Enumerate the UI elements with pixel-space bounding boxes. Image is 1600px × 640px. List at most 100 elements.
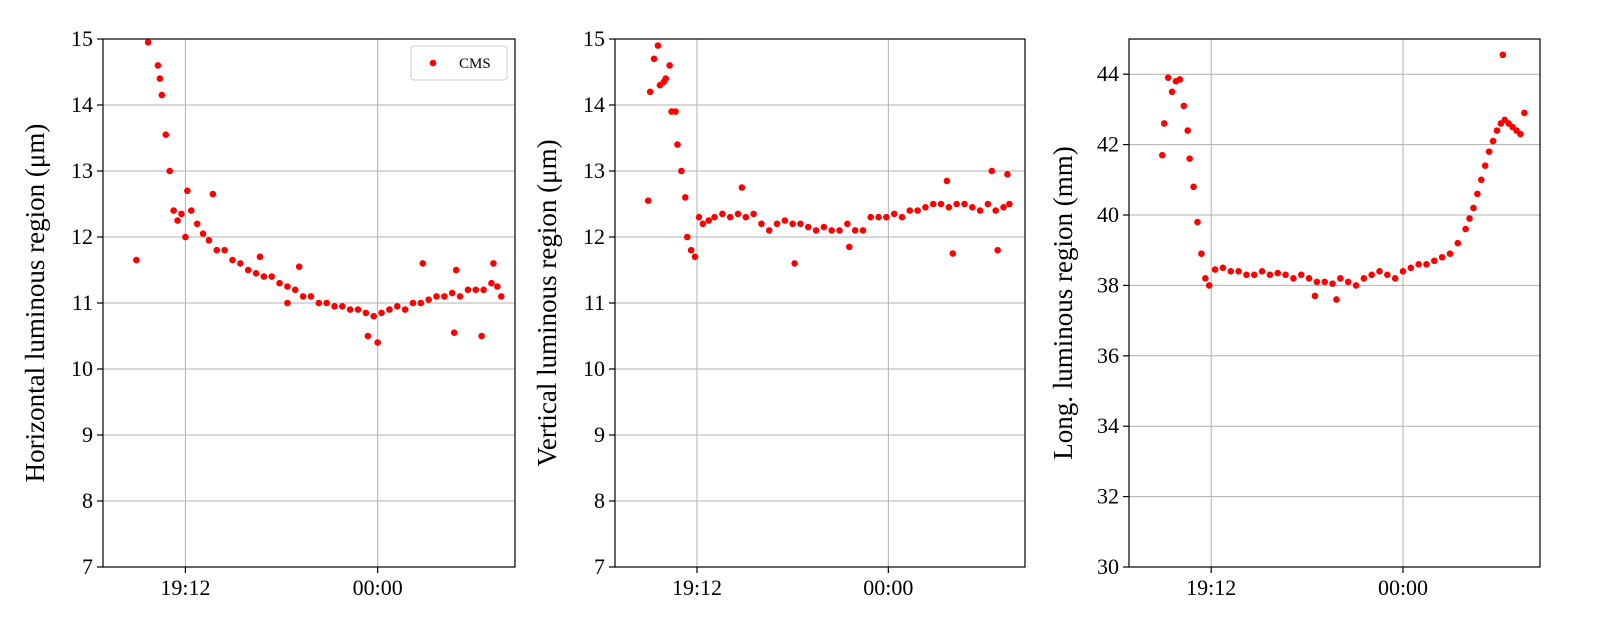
data-point bbox=[781, 217, 789, 224]
y-tick-label: 15 bbox=[583, 26, 605, 51]
data-point bbox=[1481, 162, 1489, 170]
y-tick-label: 12 bbox=[71, 224, 93, 249]
data-point bbox=[1329, 280, 1336, 287]
y-tick-label: 14 bbox=[71, 92, 93, 117]
data-point bbox=[1321, 278, 1329, 286]
data-point bbox=[425, 296, 432, 304]
data-point bbox=[1474, 190, 1481, 198]
y-tick-label: 10 bbox=[71, 356, 93, 381]
y-axis-label: Long. luminous region (mm) bbox=[1048, 146, 1078, 459]
data-point bbox=[1493, 127, 1501, 134]
data-point bbox=[961, 200, 968, 208]
data-point bbox=[1258, 268, 1266, 275]
data-point bbox=[472, 286, 480, 294]
data-point bbox=[976, 207, 984, 214]
data-point bbox=[260, 273, 268, 280]
data-point bbox=[1168, 88, 1176, 96]
data-point bbox=[199, 230, 207, 237]
y-tick-label: 11 bbox=[584, 290, 605, 315]
data-point bbox=[1202, 275, 1209, 282]
data-point bbox=[362, 309, 370, 317]
data-point bbox=[1431, 257, 1438, 265]
data-point bbox=[812, 227, 820, 234]
y-tick-label: 7 bbox=[594, 554, 605, 579]
data-point bbox=[299, 293, 307, 300]
data-point bbox=[1489, 137, 1497, 145]
data-point bbox=[929, 200, 937, 208]
data-point bbox=[699, 220, 707, 228]
data-point bbox=[650, 55, 658, 63]
data-point bbox=[174, 217, 181, 224]
data-point bbox=[284, 283, 291, 290]
data-point bbox=[307, 293, 315, 300]
data-point bbox=[945, 204, 953, 211]
data-point bbox=[456, 293, 464, 300]
y-tick-label: 13 bbox=[71, 158, 93, 183]
plot-frame bbox=[102, 38, 516, 568]
data-point bbox=[276, 279, 283, 287]
data-point bbox=[158, 91, 166, 99]
data-point bbox=[237, 260, 244, 267]
panel-horizontal-luminous-region: 7 8 9 10 11 12 13 14 15 19:12 00:00 Horizontal lumi… bbox=[20, 26, 516, 600]
x-tick-label: 19:12 bbox=[1186, 575, 1236, 600]
data-point bbox=[1466, 215, 1473, 222]
data-point bbox=[867, 213, 875, 221]
data-point bbox=[284, 299, 291, 307]
data-point bbox=[672, 108, 679, 115]
data-point bbox=[1384, 271, 1391, 279]
data-point bbox=[937, 200, 945, 208]
data-point bbox=[789, 220, 796, 228]
data-point bbox=[156, 75, 164, 82]
data-point bbox=[162, 131, 170, 138]
data-point bbox=[182, 233, 189, 241]
y-tick-label: 8 bbox=[594, 488, 605, 513]
y-tick-label: 38 bbox=[1097, 272, 1119, 297]
data-point bbox=[1290, 275, 1297, 282]
data-point bbox=[758, 220, 765, 228]
data-point bbox=[1470, 204, 1477, 212]
data-point bbox=[354, 306, 362, 313]
data-point bbox=[988, 167, 996, 175]
y-tick-label: 7 bbox=[82, 554, 93, 579]
data-point bbox=[914, 207, 921, 214]
data-point bbox=[419, 260, 427, 267]
data-point bbox=[791, 260, 798, 267]
y-tick-label: 34 bbox=[1097, 413, 1119, 438]
data-point bbox=[1446, 250, 1454, 258]
x-tick-label: 00:00 bbox=[863, 575, 913, 600]
data-point bbox=[187, 207, 195, 214]
data-point bbox=[154, 62, 162, 69]
data-point bbox=[1235, 268, 1242, 275]
y-tick-label: 12 bbox=[583, 224, 605, 249]
data-point bbox=[898, 213, 906, 221]
y-tick-label: 36 bbox=[1097, 343, 1119, 368]
data-point bbox=[1176, 76, 1184, 83]
data-point bbox=[1360, 275, 1368, 282]
y-tick-label: 8 bbox=[82, 488, 93, 513]
data-point bbox=[1184, 127, 1192, 134]
data-point bbox=[734, 210, 742, 218]
data-point bbox=[820, 223, 828, 231]
data-point bbox=[1186, 155, 1193, 162]
data-point bbox=[1227, 268, 1235, 275]
data-point bbox=[644, 197, 652, 204]
data-point bbox=[705, 217, 713, 224]
plot-frame bbox=[1128, 38, 1541, 568]
data-point bbox=[452, 266, 460, 274]
data-point bbox=[1205, 282, 1213, 289]
data-point bbox=[1219, 264, 1227, 272]
data-point bbox=[922, 204, 929, 211]
data-point bbox=[666, 62, 673, 69]
data-point bbox=[1521, 109, 1528, 117]
y-axis-label: Horizontal luminous region (μm) bbox=[20, 124, 50, 483]
data-point bbox=[478, 332, 485, 340]
y-tick-label: 30 bbox=[1097, 554, 1119, 579]
data-point bbox=[1180, 102, 1188, 110]
data-point bbox=[691, 253, 699, 261]
data-point bbox=[450, 329, 458, 337]
data-point bbox=[943, 177, 951, 185]
data-point bbox=[1517, 130, 1524, 138]
data-point bbox=[409, 299, 417, 307]
data-point bbox=[1305, 275, 1313, 282]
